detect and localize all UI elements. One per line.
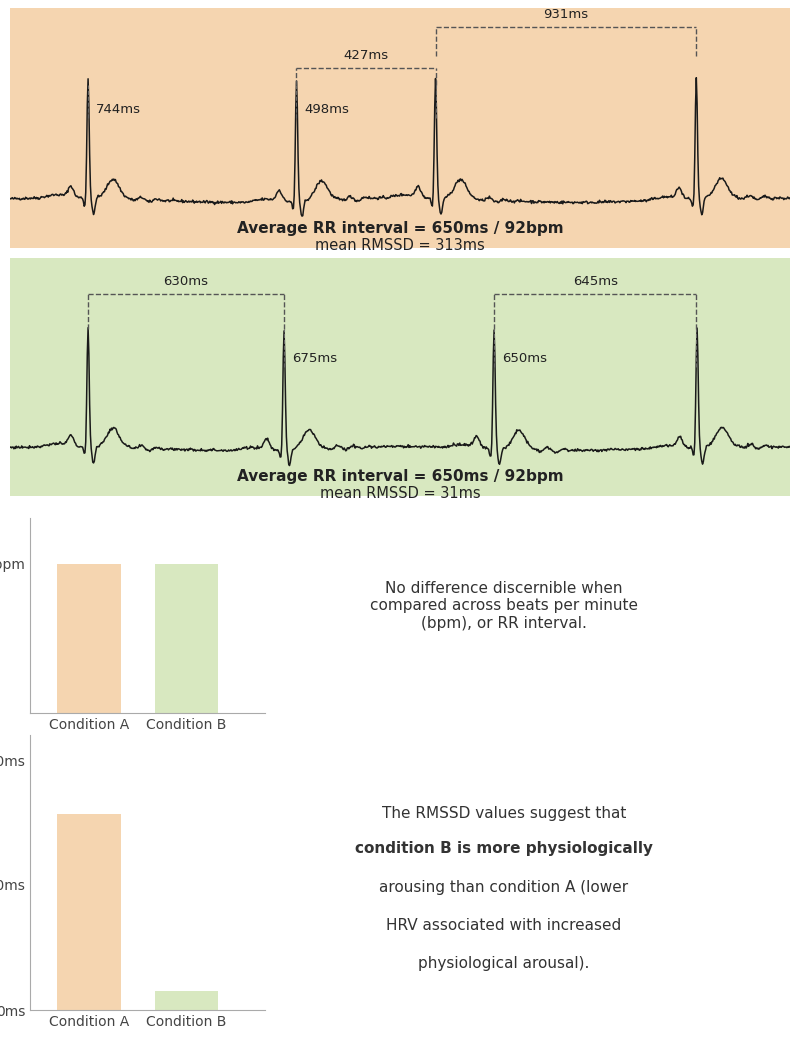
Text: condition B is more physiologically: condition B is more physiologically: [355, 841, 653, 857]
Text: 931ms: 931ms: [543, 8, 589, 21]
Text: The RMSSD values suggest that: The RMSSD values suggest that: [382, 806, 626, 821]
Text: 498ms: 498ms: [304, 103, 349, 116]
Text: 427ms: 427ms: [343, 48, 389, 62]
Bar: [57, 815, 121, 1010]
Text: 675ms: 675ms: [292, 352, 337, 365]
Bar: [57, 564, 121, 713]
Text: 645ms: 645ms: [573, 275, 618, 288]
Text: 650ms: 650ms: [502, 352, 547, 365]
Text: arousing than condition A (lower: arousing than condition A (lower: [379, 880, 629, 895]
Text: No difference discernible when
compared across beats per minute
(bpm), or RR int: No difference discernible when compared …: [370, 581, 638, 630]
Bar: [155, 564, 218, 713]
Bar: [155, 991, 218, 1010]
Text: 630ms: 630ms: [163, 275, 209, 288]
Text: mean RMSSD = 31ms: mean RMSSD = 31ms: [320, 486, 480, 501]
Text: HRV associated with increased: HRV associated with increased: [386, 918, 622, 933]
Text: 744ms: 744ms: [96, 103, 141, 116]
Text: physiological arousal).: physiological arousal).: [418, 956, 590, 972]
Text: Average RR interval = 650ms / 92bpm: Average RR interval = 650ms / 92bpm: [237, 221, 563, 236]
Text: mean RMSSD = 313ms: mean RMSSD = 313ms: [315, 238, 485, 253]
Text: Average RR interval = 650ms / 92bpm: Average RR interval = 650ms / 92bpm: [237, 469, 563, 485]
